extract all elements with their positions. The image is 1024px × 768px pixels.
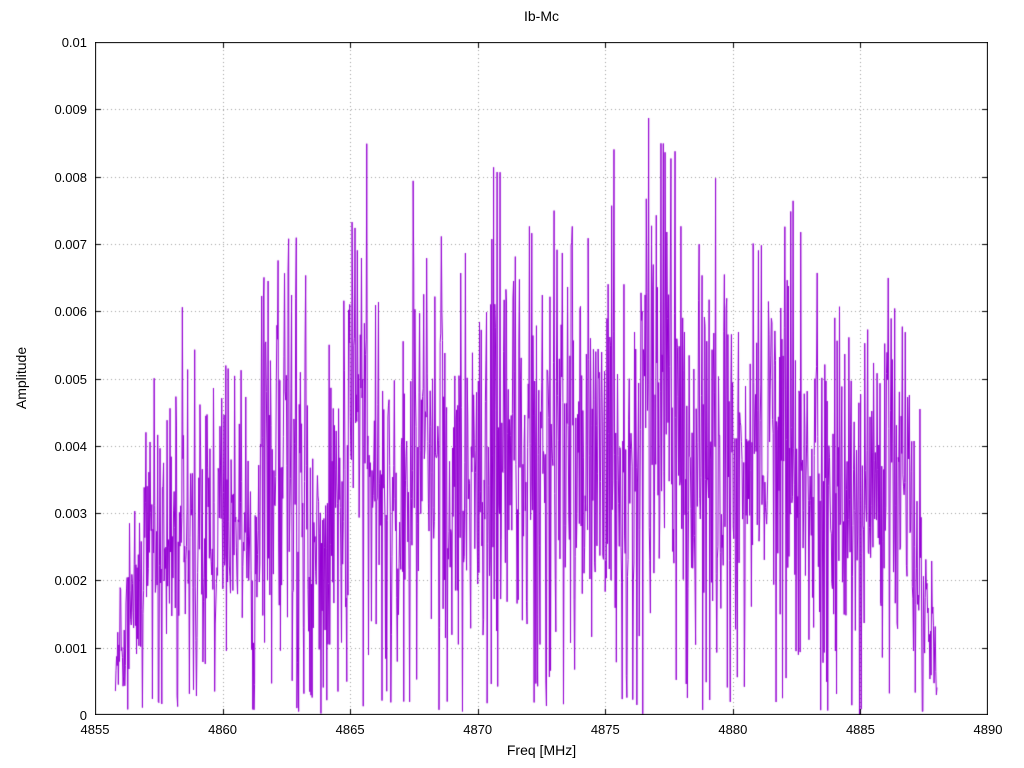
y-tick-label: 0.008 [54,169,87,185]
y-tick-label: 0.003 [54,506,87,522]
x-tick-label: 4885 [845,722,875,737]
x-tick-label: 4865 [335,722,365,737]
x-tick-label: 4855 [80,722,110,737]
chart-title: Ib-Mc [524,8,559,24]
y-tick-label: 0.004 [54,438,87,454]
x-tick-label: 4890 [973,722,1003,737]
y-axis-label: Amplitude [13,346,29,410]
y-tick-label: 0.001 [54,640,87,656]
y-tick-label: 0.006 [54,304,87,320]
x-tick-label: 4875 [590,722,620,737]
x-tick-label: 4860 [208,722,238,737]
plot-canvas [95,42,988,715]
y-tick-label: 0.01 [61,35,87,50]
x-axis-label: Freq [MHz] [506,742,577,758]
x-tick-label: 4870 [463,722,493,737]
y-tick-label: 0.002 [54,573,87,589]
x-tick-label: 4880 [718,722,748,737]
y-tick-label: 0.005 [54,371,87,387]
y-tick-label: 0 [79,708,87,723]
y-tick-label: 0.007 [54,236,87,252]
y-tick-label: 0.009 [54,102,87,118]
